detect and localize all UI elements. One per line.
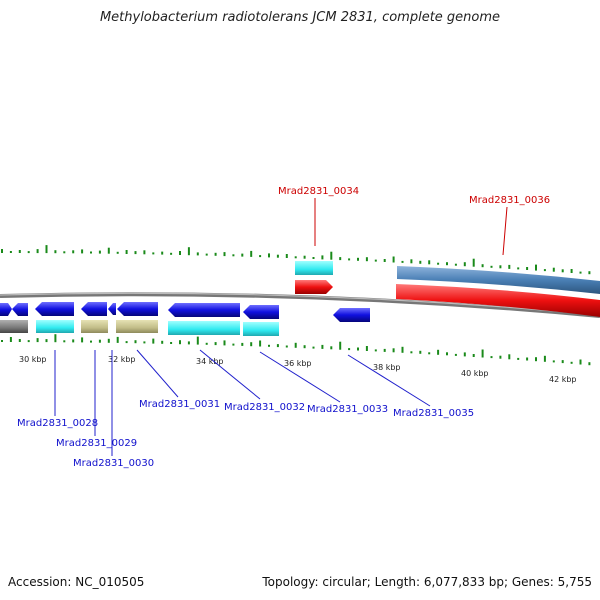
gene-label[interactable]: Mrad2831_0033 — [307, 404, 388, 415]
axis-tick-label: 38 kbp — [373, 363, 401, 372]
gene-block-red-long[interactable] — [396, 284, 600, 317]
gene-arrow[interactable] — [35, 302, 74, 316]
cds-block[interactable] — [36, 320, 74, 333]
genome-backbone — [0, 292, 600, 318]
highlight-features — [295, 261, 600, 317]
axis-tick-label: 42 kbp — [549, 375, 577, 384]
gene-label[interactable]: Mrad2831_0032 — [224, 402, 305, 413]
gene-arrow[interactable] — [81, 302, 107, 316]
gene-arrow[interactable] — [0, 303, 12, 316]
gene-arrow[interactable] — [108, 303, 116, 315]
gene-arrow[interactable] — [117, 302, 158, 316]
gene-label[interactable]: Mrad2831_0029 — [56, 438, 137, 449]
forward-genes — [0, 302, 370, 322]
axis-tick-label: 32 kbp — [108, 355, 136, 364]
gene-label[interactable]: Mrad2831_0034 — [278, 186, 359, 197]
gene-arrow-red[interactable] — [295, 280, 333, 294]
cds-block[interactable] — [116, 320, 158, 333]
gene-arrow[interactable] — [12, 303, 28, 316]
gene-label[interactable]: Mrad2831_0028 — [17, 418, 98, 429]
gene-label[interactable]: Mrad2831_0031 — [139, 399, 220, 410]
gene-arrow[interactable] — [168, 303, 240, 317]
position-axis: 30 kbp 32 kbp 34 kbp 36 kbp 38 kbp 40 kb… — [19, 355, 577, 384]
gene-label[interactable]: Mrad2831_0030 — [73, 458, 154, 469]
gene-label[interactable]: Mrad2831_0035 — [393, 408, 474, 419]
cds-block[interactable] — [81, 320, 108, 333]
cds-track — [0, 320, 279, 336]
gc-ticks-lower — [1, 334, 591, 366]
axis-tick-label: 34 kbp — [196, 357, 224, 366]
genome-backbone-highlight — [0, 292, 600, 316]
cds-block[interactable] — [168, 321, 240, 335]
gc-ticks-upper — [1, 245, 591, 275]
axis-tick-label: 30 kbp — [19, 355, 47, 364]
genome-summary-text: Topology: circular; Length: 6,077,833 bp… — [262, 575, 592, 589]
cds-block[interactable] — [243, 322, 279, 336]
cds-block-long[interactable] — [397, 266, 600, 294]
gene-label[interactable]: Mrad2831_0036 — [469, 195, 550, 206]
genome-title: Methylobacterium radiotolerans JCM 2831,… — [99, 10, 501, 25]
cds-block[interactable] — [0, 320, 28, 333]
leader-lines — [54, 198, 508, 456]
gene-arrow[interactable] — [333, 308, 370, 322]
gene-labels: Mrad2831_0028 Mrad2831_0029 Mrad2831_003… — [17, 186, 550, 469]
axis-tick-label: 36 kbp — [284, 359, 312, 368]
cds-block[interactable] — [295, 261, 333, 275]
accession-text: Accession: NC_010505 — [8, 575, 145, 589]
gene-arrow[interactable] — [243, 305, 279, 319]
axis-tick-label: 40 kbp — [461, 369, 489, 378]
